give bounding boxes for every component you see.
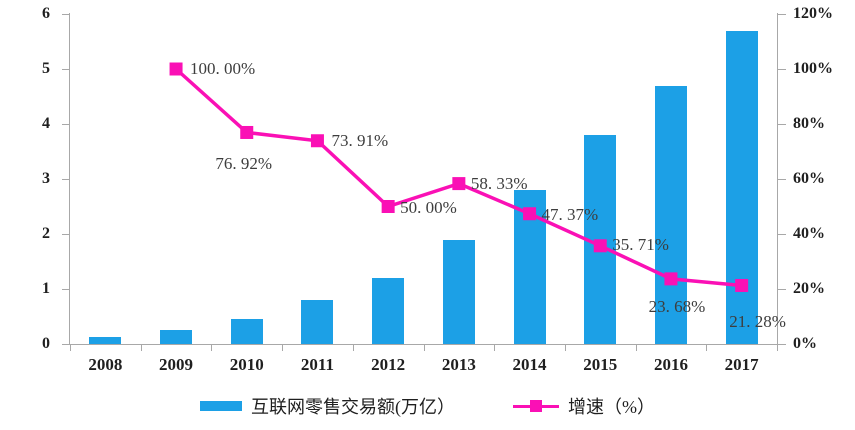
y-right-tick xyxy=(778,68,786,70)
growth-data-label-2011: 73. 91% xyxy=(331,130,389,150)
x-axis-tick xyxy=(282,344,284,351)
growth-marker-2017 xyxy=(735,278,749,292)
x-axis-line xyxy=(70,344,786,345)
bar-2009 xyxy=(160,329,193,344)
legend-item-retail-volume[interactable]: 互联网零售交易额(万亿） xyxy=(200,393,455,419)
y-left-tick xyxy=(62,123,70,125)
y-left-tick-label: 3 xyxy=(42,170,50,187)
growth-data-label-2017: 21. 28% xyxy=(729,312,786,332)
growth-marker-2010 xyxy=(240,125,254,139)
y-right-tick xyxy=(778,13,786,15)
y-left-tick xyxy=(62,233,70,235)
bar-series-label: 互联网零售交易额(万亿） xyxy=(251,397,455,417)
line-series-label: 增速（%） xyxy=(568,397,655,417)
y-right-tick xyxy=(778,343,786,345)
y-right-tick xyxy=(778,178,786,180)
x-tick-label-2016: 2016 xyxy=(653,355,688,374)
growth-data-label-2014: 47. 37% xyxy=(541,204,599,224)
x-tick-label-2013: 2013 xyxy=(441,355,476,374)
x-axis-tick xyxy=(352,344,354,351)
growth-data-label-2010: 76. 92% xyxy=(215,154,273,174)
legend-item-growth-rate[interactable]: 增速（%） xyxy=(513,393,655,419)
y-left-tick xyxy=(62,343,70,345)
x-tick-label-2010: 2010 xyxy=(229,355,264,374)
y-left-tick xyxy=(62,178,70,180)
y-right-tick xyxy=(778,233,786,235)
y-right-tick xyxy=(778,123,786,125)
x-axis-tick xyxy=(777,344,778,351)
bar-2013 xyxy=(442,239,475,344)
bar-2016 xyxy=(654,85,687,344)
growth-data-label-2012: 50. 00% xyxy=(400,197,457,217)
y-left-tick-label: 6 xyxy=(42,5,50,22)
y-right-tick-label: 40% xyxy=(793,225,825,242)
bar-2008 xyxy=(89,336,122,344)
y-left-tick xyxy=(62,68,70,70)
growth-marker-2013 xyxy=(452,177,466,191)
growth-data-label-2009: 100. 00% xyxy=(190,59,256,78)
growth-data-label-2015: 35. 71% xyxy=(612,234,669,254)
x-tick-label-2012: 2012 xyxy=(371,355,406,374)
line-series-swatch-icon xyxy=(513,400,559,412)
growth-data-label-2016: 23. 68% xyxy=(648,296,706,316)
y-left-tick xyxy=(62,288,70,290)
bar-2010 xyxy=(230,318,263,344)
bar-2011 xyxy=(301,300,334,344)
y-right-tick-label: 120% xyxy=(793,5,833,22)
y-axis-right-line xyxy=(777,13,778,345)
x-axis-tick xyxy=(70,344,71,351)
y-right-tick-label: 60% xyxy=(793,170,825,187)
x-tick-label-2009: 2009 xyxy=(159,355,194,374)
y-right-tick xyxy=(778,288,786,290)
x-tick-label-2015: 2015 xyxy=(583,355,618,374)
y-right-tick-label: 100% xyxy=(793,60,833,77)
y-left-tick-label: 1 xyxy=(42,280,50,297)
growth-data-label-2013: 58. 33% xyxy=(470,173,528,193)
x-axis-tick xyxy=(211,344,213,351)
x-axis-tick xyxy=(564,344,566,351)
growth-marker-2014 xyxy=(523,207,537,221)
y-left-tick-label: 5 xyxy=(42,60,50,77)
growth-marker-2015 xyxy=(593,239,607,253)
growth-marker-2009 xyxy=(169,62,183,76)
y-right-tick-label: 80% xyxy=(793,115,825,132)
y-left-tick-label: 0 xyxy=(42,335,50,352)
bar-series-swatch-icon xyxy=(200,401,242,411)
x-tick-label-2014: 2014 xyxy=(512,355,547,374)
x-axis-tick xyxy=(635,344,637,351)
x-tick-label-2011: 2011 xyxy=(300,355,334,374)
x-axis-tick xyxy=(706,344,708,351)
y-left-tick-label: 2 xyxy=(42,225,50,242)
growth-marker-2011 xyxy=(310,134,324,148)
y-right-tick-label: 20% xyxy=(793,280,825,297)
legend: 互联网零售交易额(万亿） 增速（%） xyxy=(0,393,855,419)
y-left-tick xyxy=(62,13,70,15)
y-right-tick-label: 0% xyxy=(793,335,817,352)
x-axis-tick xyxy=(423,344,425,351)
growth-marker-2016 xyxy=(664,272,678,286)
x-tick-label-2008: 2008 xyxy=(88,355,123,374)
x-tick-label-2017: 2017 xyxy=(724,355,759,374)
x-axis-tick xyxy=(494,344,496,351)
y-left-tick-label: 4 xyxy=(42,115,50,132)
x-axis-tick xyxy=(140,344,142,351)
growth-marker-2012 xyxy=(381,200,395,213)
bar-2012 xyxy=(372,278,405,344)
